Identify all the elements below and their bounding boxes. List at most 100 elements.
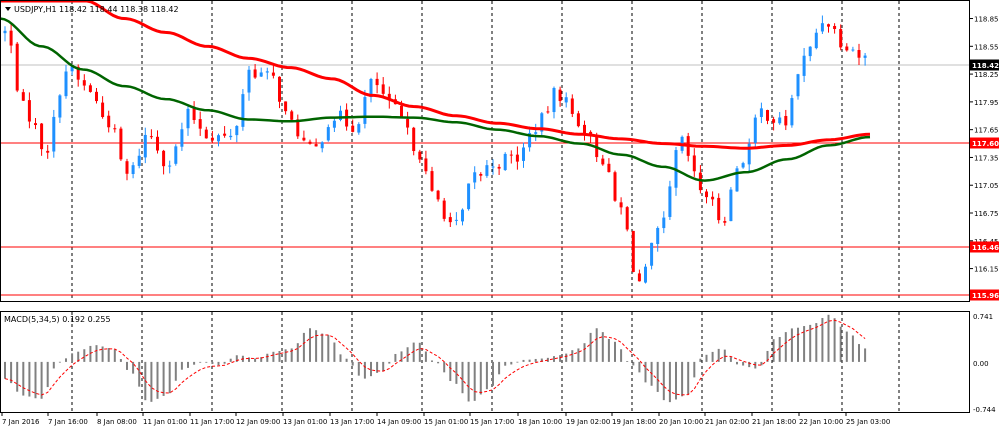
candle-bull[interactable] — [180, 129, 184, 147]
candle-bear[interactable] — [479, 173, 483, 176]
candle-bear[interactable] — [546, 111, 550, 113]
candle-bull[interactable] — [552, 87, 556, 113]
candle-bull[interactable] — [131, 165, 135, 175]
candle-bear[interactable] — [515, 154, 519, 162]
candle-bear[interactable] — [107, 115, 111, 128]
macd-histogram[interactable] — [4, 314, 867, 403]
candle-bull[interactable] — [137, 155, 141, 166]
candle-bull[interactable] — [369, 79, 373, 98]
candle-bear[interactable] — [631, 230, 635, 272]
candle-bull[interactable] — [753, 117, 757, 143]
candle-bear[interactable] — [857, 50, 861, 58]
candle-bear[interactable] — [412, 127, 416, 152]
candle-bear[interactable] — [27, 100, 31, 122]
candle-bull[interactable] — [759, 108, 763, 117]
candle-bull[interactable] — [229, 135, 233, 138]
candle-bear[interactable] — [192, 108, 196, 121]
candle-bull[interactable] — [863, 55, 867, 58]
candle-bull[interactable] — [650, 242, 654, 266]
triangle-down-icon[interactable] — [5, 7, 11, 11]
candle-bear[interactable] — [119, 128, 123, 160]
candle-bull[interactable] — [247, 69, 251, 93]
candle-bull[interactable] — [778, 117, 782, 124]
candle-bear[interactable] — [424, 158, 428, 172]
candle-bear[interactable] — [284, 101, 288, 112]
candle-bear[interactable] — [570, 98, 574, 114]
candle-bear[interactable] — [271, 72, 275, 76]
candle-bear[interactable] — [387, 93, 391, 101]
candle-bear[interactable] — [430, 171, 434, 191]
macd-signal-line[interactable] — [4, 319, 866, 396]
candle-bear[interactable] — [833, 25, 837, 30]
candle-bear[interactable] — [204, 129, 208, 139]
candle-bear[interactable] — [436, 190, 440, 200]
candle-bear[interactable] — [766, 110, 769, 121]
candle-bull[interactable] — [741, 163, 745, 168]
candle-bear[interactable] — [625, 207, 629, 230]
candle-bear[interactable] — [705, 191, 708, 198]
candle-bull[interactable] — [70, 66, 74, 72]
candle-bull[interactable] — [485, 165, 489, 176]
candle-bull[interactable] — [662, 217, 666, 229]
candle-bull[interactable] — [357, 124, 361, 133]
candle-bull[interactable] — [802, 55, 806, 76]
candle-bull[interactable] — [332, 120, 336, 128]
candle-bear[interactable] — [601, 158, 605, 165]
candle-bear[interactable] — [88, 85, 92, 92]
time-axis[interactable]: 7 Jan 2016 7 Jan 16:00 8 Jan 08:00 11 Jan 0… — [1, 412, 890, 426]
candle-bear[interactable] — [162, 150, 166, 167]
candle-bull[interactable] — [564, 97, 568, 103]
candle-bear[interactable] — [784, 115, 788, 126]
candle-bear[interactable] — [400, 105, 403, 118]
candle-bear[interactable] — [302, 137, 306, 141]
candle-bull[interactable] — [522, 147, 525, 161]
candle-bear[interactable] — [845, 46, 849, 51]
candle-bear[interactable] — [583, 124, 586, 134]
candle-bull[interactable] — [320, 142, 324, 149]
ma-fast-line[interactable] — [0, 17, 871, 182]
candle-bear[interactable] — [375, 78, 379, 86]
candle-bear[interactable] — [198, 119, 202, 129]
candle-bull[interactable] — [363, 97, 367, 124]
candle-bear[interactable] — [223, 133, 227, 136]
candle-bear[interactable] — [34, 123, 37, 126]
candle-bear[interactable] — [619, 202, 623, 208]
candle-bear[interactable] — [314, 144, 318, 147]
candle-bull[interactable] — [796, 74, 800, 97]
candle-bear[interactable] — [278, 76, 281, 102]
candle-bull[interactable] — [326, 127, 330, 141]
candle-bull[interactable] — [174, 146, 178, 164]
candle-bull[interactable] — [747, 143, 751, 165]
candle-bull[interactable] — [454, 219, 458, 221]
candle-bull[interactable] — [58, 95, 62, 118]
candle-bear[interactable] — [253, 69, 257, 78]
candle-bull[interactable] — [473, 172, 477, 183]
candle-bull[interactable] — [143, 134, 147, 158]
candle-bull[interactable] — [790, 98, 794, 126]
candle-bull[interactable] — [540, 113, 544, 132]
candle-bear[interactable] — [637, 273, 641, 282]
candle-bull[interactable] — [241, 94, 245, 127]
candle-bear[interactable] — [717, 197, 721, 221]
candle-bull[interactable] — [461, 209, 464, 222]
candle-bear[interactable] — [497, 166, 501, 169]
candle-bull[interactable] — [235, 126, 239, 136]
candle-bear[interactable] — [308, 141, 312, 144]
candle-bear[interactable] — [82, 80, 86, 86]
candle-bull[interactable] — [217, 135, 220, 142]
candle-bear[interactable] — [711, 196, 715, 200]
candle-bull[interactable] — [735, 168, 739, 192]
candle-bear[interactable] — [210, 137, 214, 141]
candle-bull[interactable] — [851, 49, 855, 51]
candle-bull[interactable] — [820, 23, 824, 32]
candle-bear[interactable] — [156, 136, 159, 151]
candle-bear[interactable] — [772, 119, 776, 123]
candle-bear[interactable] — [9, 30, 13, 46]
candle-bear[interactable] — [827, 24, 830, 27]
candle-bull[interactable] — [656, 227, 660, 244]
candle-bear[interactable] — [40, 123, 44, 150]
ma-slow-line[interactable] — [0, 0, 871, 150]
candle-bear[interactable] — [448, 217, 452, 223]
candle-bear[interactable] — [125, 161, 129, 174]
candle-bull[interactable] — [644, 266, 647, 283]
